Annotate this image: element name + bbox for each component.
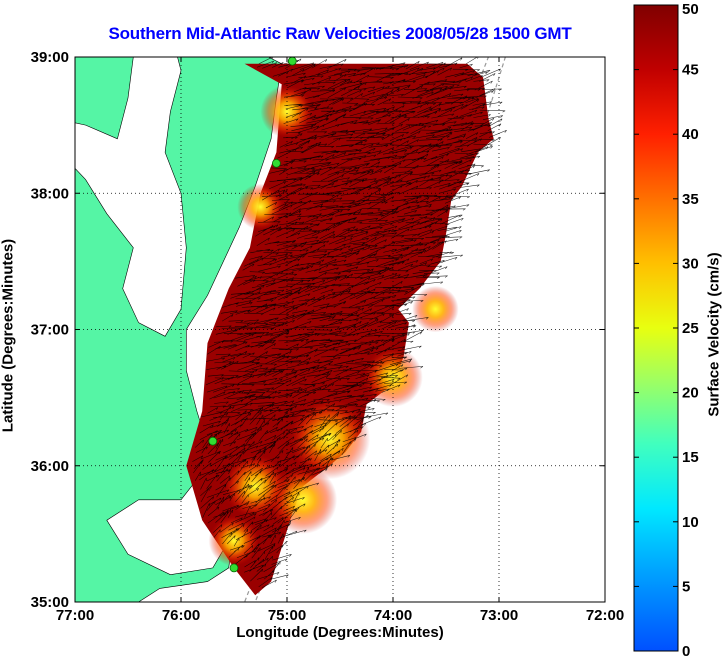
high-velocity-zone — [260, 85, 314, 138]
colorbar-label: Surface Velocity (cm/s) — [705, 252, 723, 417]
x-axis-label: Longitude (Degrees:Minutes) — [236, 624, 444, 641]
x-tick-label: 75:00 — [268, 607, 306, 624]
colorbar — [633, 4, 679, 652]
y-tick-label: 39:00 — [31, 49, 69, 66]
high-velocity-zone — [208, 515, 260, 567]
x-tick-label: 76:00 — [162, 607, 200, 624]
chesapeake-bay — [75, 57, 187, 337]
y-tick-label: 38:00 — [31, 185, 69, 202]
colorbar-tick-label: 30 — [682, 255, 699, 272]
x-tick-label: 73:00 — [480, 607, 518, 624]
x-tick-label: 72:00 — [586, 607, 624, 624]
y-axis-ticks: 35:00 36:00 37:00 38:00 39:00 — [31, 49, 605, 611]
colorbar-ticks: 0 5 10 15 20 25 30 35 40 45 50 — [634, 1, 699, 659]
colorbar-tick-label: 5 — [682, 578, 690, 595]
x-tick-label: 74:00 — [374, 607, 412, 624]
high-velocity-zone — [412, 285, 459, 333]
colorbar-tick-label: 50 — [682, 1, 699, 18]
colorbar-tick-label: 35 — [682, 191, 699, 208]
map-title: Southern Mid-Atlantic Raw Velocities 200… — [108, 24, 572, 43]
y-tick-label: 37:00 — [31, 322, 69, 339]
velocity-vectors — [192, 57, 507, 588]
high-velocity-zone — [223, 454, 288, 519]
x-tick-label: 77:00 — [56, 607, 94, 624]
radar-station-marker — [287, 57, 297, 66]
colorbar-tick-label: 10 — [682, 514, 699, 531]
radar-station-marker — [208, 436, 218, 446]
x-axis-ticks: 77:00 76:00 75:00 74:00 73:00 72:00 — [56, 57, 624, 624]
radar-station-marker — [229, 563, 239, 573]
high-velocity-zone — [237, 183, 284, 231]
colorbar-tick-label: 25 — [682, 320, 699, 337]
grid-lines — [75, 57, 605, 602]
radar-stations — [208, 57, 297, 573]
colorbar-tick-label: 15 — [682, 449, 699, 466]
y-axis-label: Latitude (Degrees:Minutes) — [0, 238, 17, 433]
colorbar-tick-label: 20 — [682, 385, 699, 402]
colorbar-tick-label: 45 — [682, 62, 699, 79]
y-tick-label: 36:00 — [31, 458, 69, 475]
radar-station-marker — [271, 158, 281, 168]
colorbar-tick-label: 40 — [682, 126, 699, 143]
colorbar-tick-label: 0 — [682, 643, 690, 659]
y-tick-label: 35:00 — [31, 594, 69, 611]
